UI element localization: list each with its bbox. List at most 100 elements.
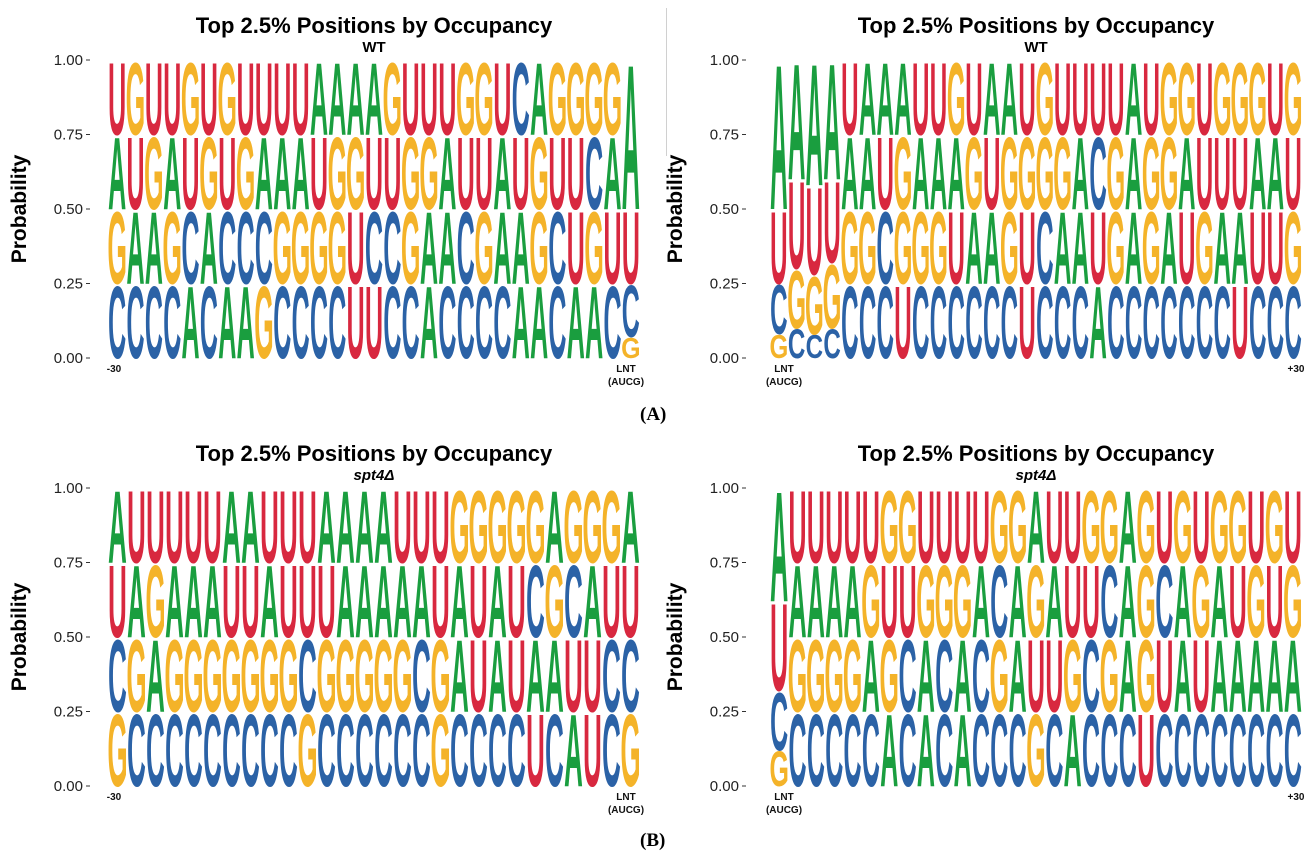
- logo-letter-u: U: [127, 116, 145, 231]
- logo-letter-a: A: [1174, 544, 1192, 659]
- logo-letter-c: C: [603, 265, 621, 380]
- logo-letter-g: G: [107, 190, 126, 305]
- position-label-right: LNT: [616, 364, 635, 375]
- logo-letter-g: G: [1063, 618, 1082, 733]
- logo-letter-u: U: [108, 544, 127, 659]
- logo-letter-c: C: [488, 693, 507, 808]
- logo-panel-spt4-downstream: Top 2.5% Positions by Occupancy spt4Δ Prob…: [656, 428, 1312, 843]
- logo-letter-c: C: [493, 265, 511, 380]
- logo-letter-g: G: [911, 190, 930, 306]
- position-label-left: LNT: [774, 792, 793, 803]
- logo-letter-a: A: [336, 469, 355, 584]
- logo-letter-a: A: [1027, 469, 1045, 584]
- logo-letter-a: A: [374, 469, 393, 584]
- y-tick-label: 0.00: [54, 350, 83, 367]
- logo-letter-a: A: [108, 116, 126, 231]
- logo-letter-g: G: [1000, 190, 1019, 306]
- logo-letter-g: G: [601, 469, 621, 584]
- logo-letter-c: C: [1178, 264, 1195, 380]
- logo-letter-u: U: [622, 190, 640, 305]
- logo-letter-g: G: [297, 693, 317, 808]
- logo-letter-c: C: [825, 693, 843, 808]
- logo-letter-c: C: [273, 265, 291, 380]
- logo-letter-u: U: [1229, 544, 1247, 659]
- logo-letter-u: U: [279, 544, 298, 659]
- y-tick-label: 0.50: [54, 629, 83, 646]
- logo-letter-u: U: [165, 469, 184, 584]
- logo-letter-u: U: [1018, 264, 1035, 380]
- logo-letter-a: A: [917, 618, 935, 733]
- logo-letter-c: C: [1089, 115, 1106, 231]
- logo-letter-a: A: [983, 190, 1000, 306]
- logo-letter-g: G: [126, 618, 146, 733]
- logo-letter-a: A: [530, 41, 548, 156]
- logo-letter-g: G: [1026, 693, 1045, 808]
- logo-letter-a: A: [292, 116, 310, 231]
- logo-letter-g: G: [806, 618, 825, 733]
- logo-letter-u: U: [200, 41, 218, 156]
- logo-letter-u: U: [789, 469, 807, 584]
- logo-letter-u: U: [1045, 618, 1063, 733]
- logo-letter-g: G: [861, 544, 880, 659]
- logo-letter-u: U: [279, 469, 298, 584]
- logo-letter-g: G: [805, 259, 824, 351]
- logo-letter-a: A: [1210, 618, 1228, 733]
- logo-letter-c: C: [469, 693, 488, 808]
- logo-letter-a: A: [328, 41, 346, 156]
- logo-letter-a: A: [310, 41, 328, 156]
- logo-letter-a: A: [1072, 190, 1089, 306]
- logo-letter-c: C: [108, 618, 127, 733]
- logo-letter-a: A: [806, 30, 823, 223]
- chart-subtitle: spt4Δ: [1016, 467, 1057, 484]
- logo-letter-c: C: [127, 693, 146, 808]
- logo-letter-c: C: [1107, 264, 1124, 380]
- logo-letter-u: U: [983, 115, 1000, 231]
- chart-title: Top 2.5% Positions by Occupancy: [196, 441, 553, 466]
- logo-letter-u: U: [1089, 190, 1106, 306]
- logo-letter-c: C: [507, 693, 526, 808]
- y-tick-label: 0.25: [54, 704, 83, 721]
- logo-letter-g: G: [548, 41, 567, 156]
- logo-letter-g: G: [1106, 190, 1125, 306]
- logo-letter-c: C: [457, 265, 475, 380]
- logo-letter-u: U: [365, 265, 383, 380]
- logo-letter-u: U: [127, 469, 146, 584]
- logo-letter-g: G: [894, 190, 913, 306]
- logo-letter-g: G: [1228, 469, 1247, 584]
- logo-letter-g: G: [107, 693, 127, 808]
- logo-letter-a: A: [1284, 618, 1302, 733]
- y-tick-label: 1.00: [710, 52, 739, 69]
- logo-letter-u: U: [1137, 693, 1155, 808]
- logo-letter-a: A: [1213, 190, 1230, 306]
- logo-letter-c: C: [930, 264, 947, 380]
- logo-letter-a: A: [823, 31, 840, 216]
- logo-letter-g: G: [621, 332, 640, 364]
- logo-letter-a: A: [1009, 618, 1027, 733]
- y-tick-label: 0.00: [54, 778, 83, 795]
- logo-letter-c: C: [935, 618, 953, 733]
- logo-letter-u: U: [917, 469, 935, 584]
- logo-letter-c: C: [983, 264, 1000, 380]
- logo-letter-a: A: [222, 469, 241, 584]
- logo-letter-g: G: [218, 41, 237, 156]
- logo-letter-g: G: [164, 618, 184, 733]
- logo-letter-a: A: [1119, 469, 1137, 584]
- logo-letter-u: U: [526, 693, 545, 808]
- logo-letter-a: A: [347, 41, 365, 156]
- logo-letter-g: G: [328, 190, 347, 305]
- caption-a: (A): [640, 404, 667, 425]
- logo-letter-c: C: [1196, 264, 1213, 380]
- y-tick-label: 0.25: [710, 704, 739, 721]
- logo-letter-a: A: [1247, 618, 1265, 733]
- logo-letter-u: U: [1107, 41, 1124, 157]
- logo-letter-c: C: [1210, 693, 1228, 808]
- logo-letter-c: C: [1265, 693, 1283, 808]
- logo-letter-u: U: [1247, 469, 1265, 584]
- logo-letter-a: A: [1267, 115, 1284, 231]
- logo-letter-c: C: [374, 693, 393, 808]
- logo-letter-u: U: [184, 469, 203, 584]
- logo-letter-u: U: [317, 544, 336, 659]
- logo-letter-g: G: [603, 41, 622, 156]
